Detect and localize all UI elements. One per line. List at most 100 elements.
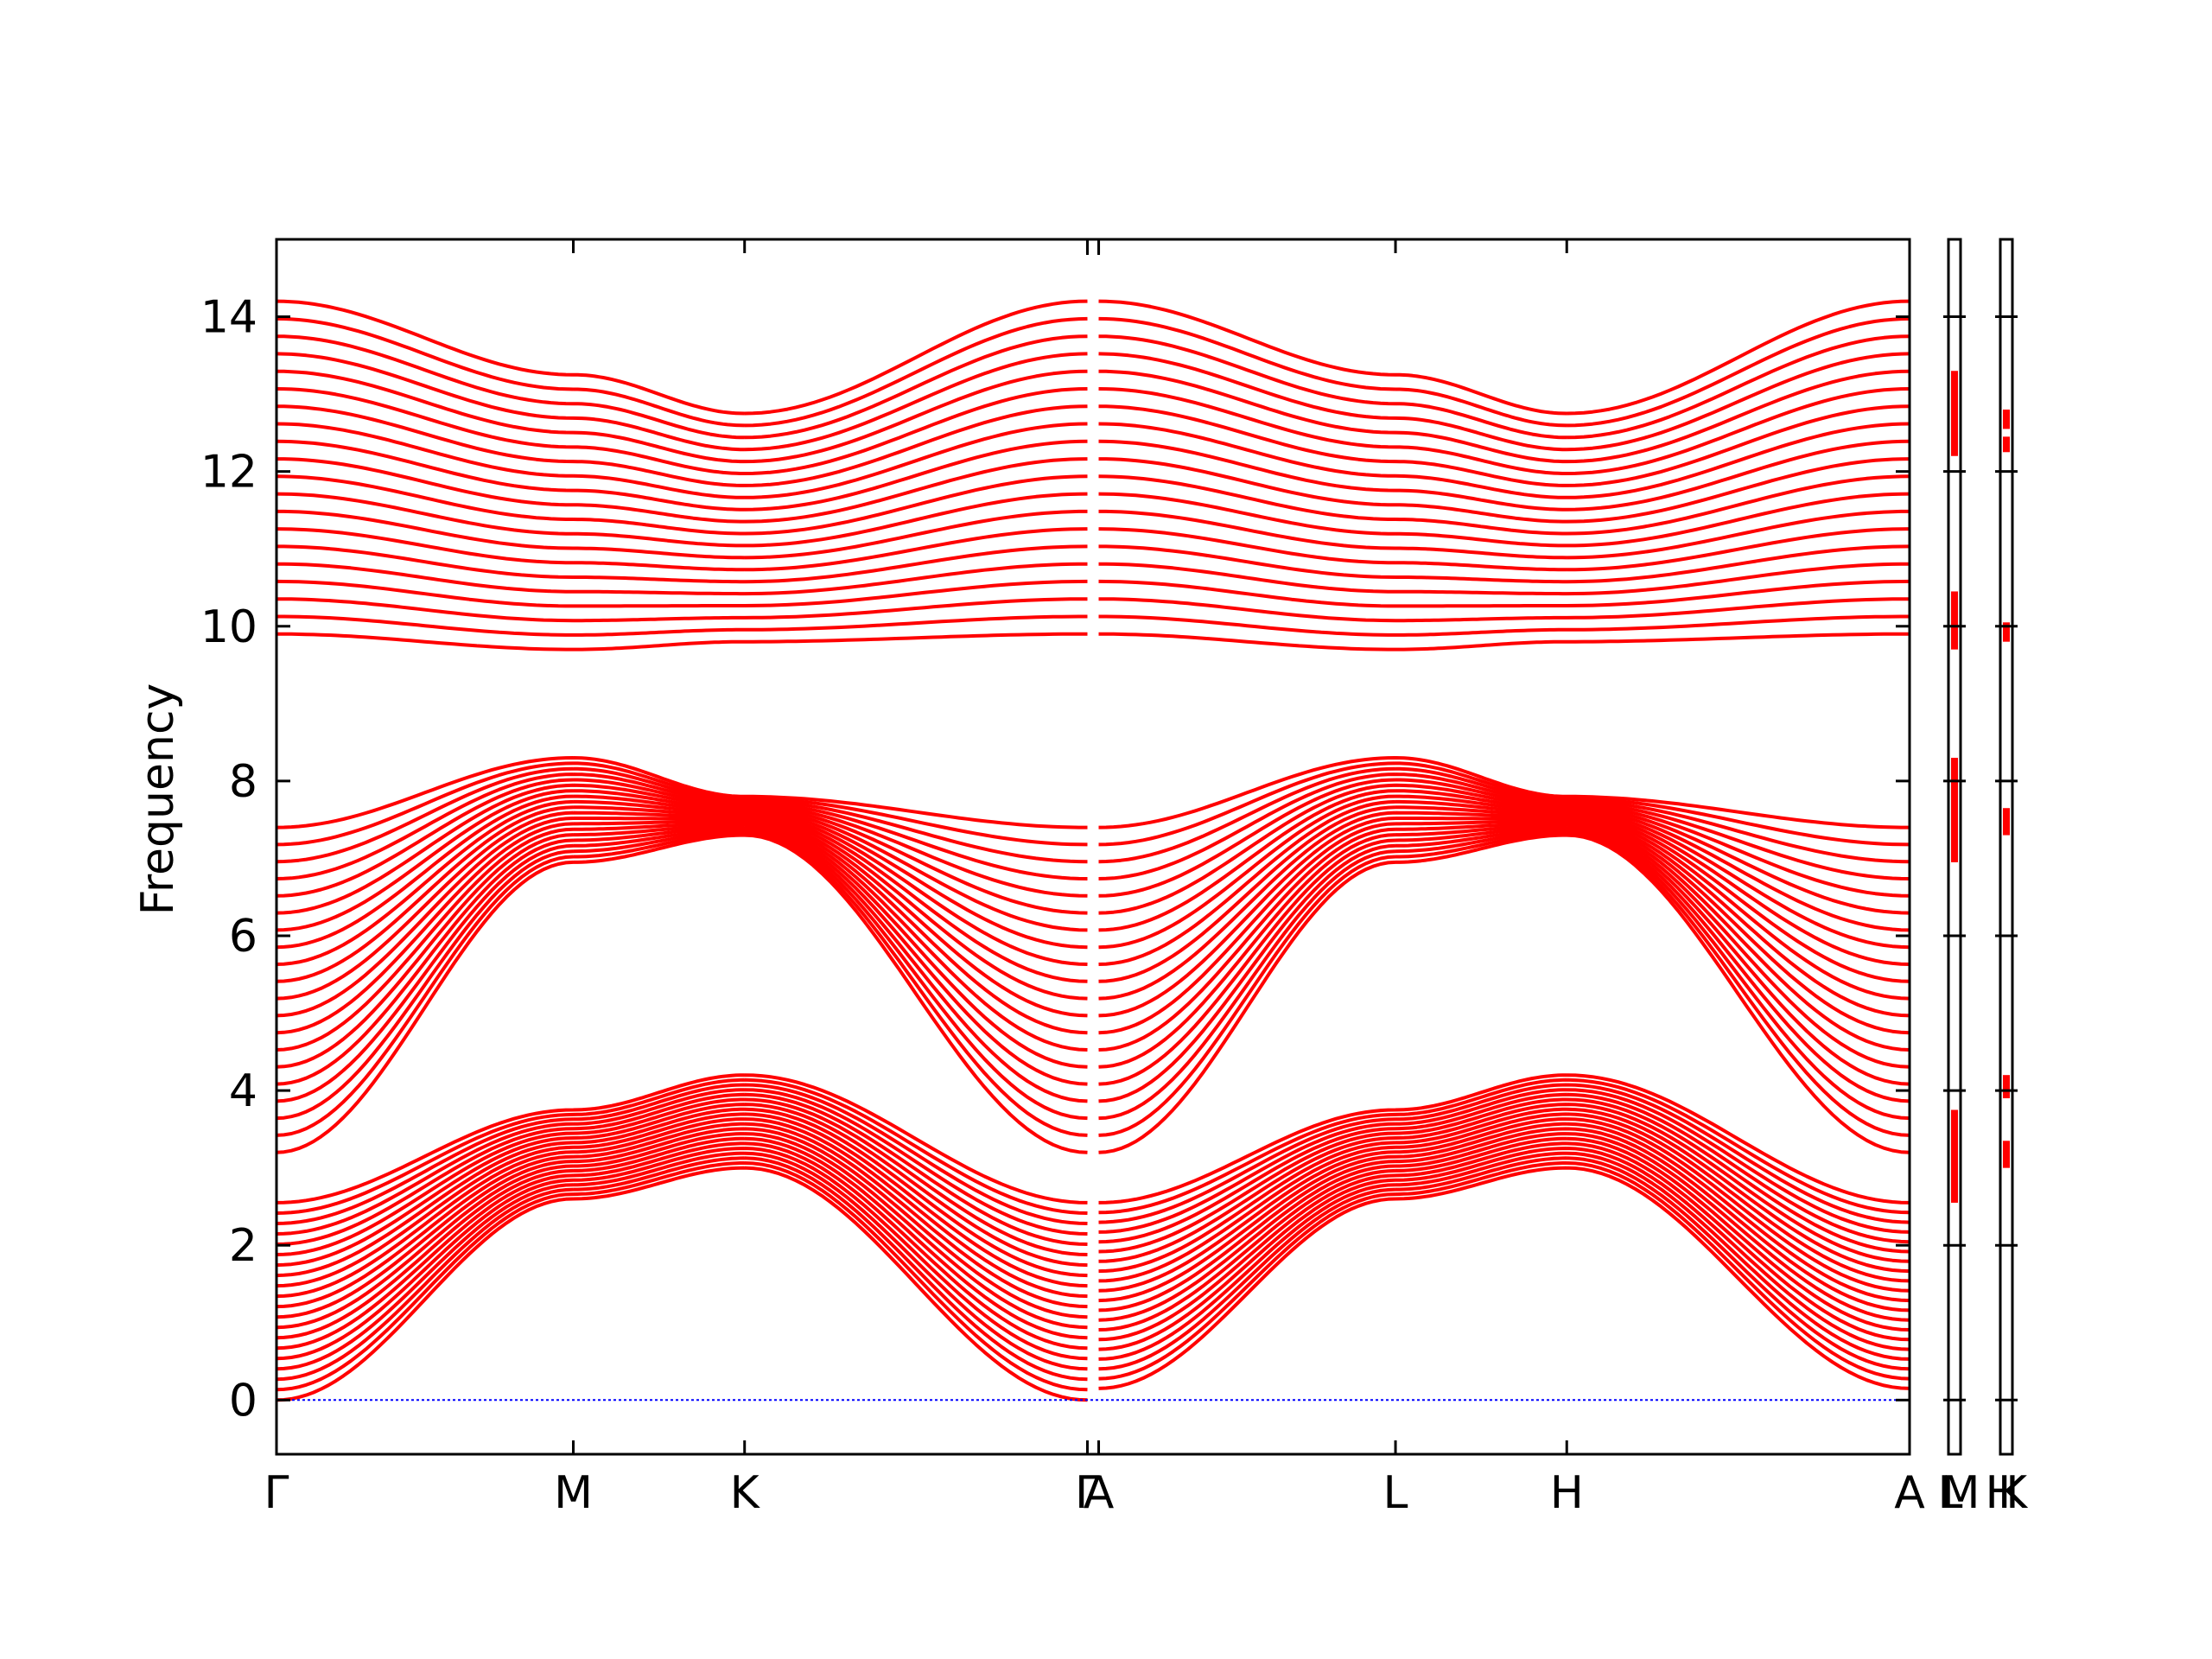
x-tick-label-1: M — [554, 1467, 593, 1519]
band-line-optical-upper-10 — [276, 457, 1910, 524]
band-line-optical-upper-6 — [276, 527, 1910, 572]
band-line-optical-mid-7 — [276, 819, 1910, 1035]
band-line-optical-mid-13 — [276, 789, 1910, 932]
side-lm-x-tick-label-0: L — [1938, 1467, 1963, 1519]
band-line-optical-upper-1 — [276, 614, 1910, 637]
band-line-optical-mid-19 — [276, 756, 1910, 830]
band-line-optical-upper-19 — [276, 299, 1910, 416]
band-line-optical-upper-16 — [276, 352, 1910, 452]
side-lm-band-mark-0 — [1951, 1109, 1958, 1203]
side-panel-hk-frame — [1999, 238, 2014, 1456]
x-tick-label-0: Γ — [264, 1467, 289, 1519]
band-line-optical-mid-17 — [276, 766, 1910, 864]
band-line-acoustic-low-7 — [276, 1132, 1910, 1330]
band-line-acoustic-low-1 — [276, 1161, 1910, 1392]
x-tick-label-4: A — [1084, 1467, 1115, 1519]
band-line-optical-upper-4 — [276, 562, 1910, 596]
y-axis-label: Frequency — [132, 683, 184, 916]
band-line-optical-upper-15 — [276, 369, 1910, 464]
band-line-optical-mid-5 — [276, 823, 1910, 1069]
band-line-acoustic-low-10 — [276, 1117, 1910, 1299]
band-line-acoustic-low-4 — [276, 1147, 1910, 1361]
band-line-acoustic-low-19 — [276, 1073, 1910, 1205]
band-line-optical-mid-1 — [276, 831, 1910, 1137]
x-tick-label-5: L — [1383, 1467, 1408, 1519]
side-lm-band-mark-2 — [1951, 591, 1958, 650]
side-hk-x-tick-label-1: K — [1998, 1467, 2029, 1519]
y-tick-label-2: 2 — [229, 1220, 257, 1272]
side-hk-band-mark-2 — [2003, 808, 2010, 836]
x-axis-ticks: Γ M K ΓA L H A — [264, 239, 1925, 1519]
band-line-acoustic-low-18 — [276, 1077, 1910, 1215]
band-line-optical-upper-11 — [276, 439, 1910, 512]
side-panel-lm-frame — [1947, 238, 1962, 1456]
y-tick-label-0: 0 — [229, 1375, 257, 1427]
band-line-acoustic-low-0 — [276, 1166, 1910, 1402]
y-tick-label-4: 4 — [229, 1065, 257, 1117]
x-tick-label-2: K — [730, 1467, 761, 1519]
side-panel-hk-marks — [2003, 410, 2010, 1168]
side-panel-lm-ticks: LM — [1938, 315, 1980, 1519]
band-line-acoustic-low-13 — [276, 1103, 1910, 1268]
band-line-optical-upper-7 — [276, 509, 1910, 560]
band-line-optical-upper-5 — [276, 544, 1910, 584]
band-line-acoustic-low-14 — [276, 1097, 1910, 1256]
band-line-acoustic-low-11 — [276, 1112, 1910, 1288]
band-line-acoustic-low-9 — [276, 1122, 1910, 1309]
band-line-optical-mid-0 — [276, 833, 1910, 1154]
band-line-acoustic-low-15 — [276, 1092, 1910, 1246]
band-line-optical-upper-9 — [276, 474, 1910, 536]
y-tick-label-8: 8 — [229, 756, 257, 808]
side-hk-band-mark-1 — [2003, 1075, 2010, 1099]
x-tick-label-7: A — [1894, 1467, 1925, 1519]
side-hk-band-mark-3 — [2003, 622, 2010, 642]
band-line-optical-mid-18 — [276, 761, 1910, 847]
band-line-acoustic-low-2 — [276, 1156, 1910, 1382]
y-tick-label-12: 12 — [200, 447, 257, 499]
band-line-optical-mid-16 — [276, 772, 1910, 880]
band-line-optical-mid-2 — [276, 829, 1910, 1121]
side-hk-band-mark-4 — [2003, 436, 2010, 453]
side-hk-x-tick-label-0: H — [1985, 1467, 2018, 1519]
side-lm-band-mark-3 — [1951, 371, 1958, 456]
band-line-optical-upper-17 — [276, 334, 1910, 440]
side-panel-lm-marks — [1951, 371, 1958, 1203]
band-line-optical-mid-8 — [276, 817, 1910, 1018]
band-line-optical-upper-0 — [276, 632, 1910, 652]
band-line-optical-mid-6 — [276, 821, 1910, 1052]
band-line-acoustic-low-12 — [276, 1107, 1910, 1278]
side-panel-lm: LM — [1938, 238, 1980, 1519]
x-tick-label-3: Γ — [1075, 1467, 1100, 1519]
side-hk-band-mark-0 — [2003, 1141, 2010, 1168]
side-panel-hk-ticks: HK — [1985, 315, 2029, 1519]
band-line-optical-upper-14 — [276, 387, 1910, 475]
band-line-optical-mid-9 — [276, 810, 1910, 1001]
band-line-acoustic-low-16 — [276, 1088, 1910, 1236]
band-line-optical-upper-8 — [276, 492, 1910, 548]
band-line-acoustic-low-5 — [276, 1141, 1910, 1351]
band-line-optical-upper-18 — [276, 316, 1910, 428]
band-line-optical-upper-2 — [276, 597, 1910, 623]
side-panel-hk: HK — [1985, 238, 2029, 1519]
band-line-acoustic-low-3 — [276, 1151, 1910, 1371]
y-axis-ticks: 0 2 4 6 8 10 12 14 — [200, 292, 1910, 1427]
band-line-acoustic-low-8 — [276, 1127, 1910, 1319]
y-tick-label-14: 14 — [200, 292, 257, 344]
band-line-optical-mid-3 — [276, 827, 1910, 1103]
y-tick-label-6: 6 — [229, 911, 257, 963]
band-line-optical-mid-14 — [276, 783, 1910, 915]
main-plot-frame — [275, 238, 1911, 1456]
band-line-optical-mid-10 — [276, 805, 1910, 983]
band-line-optical-mid-12 — [276, 794, 1910, 950]
band-line-optical-upper-12 — [276, 422, 1910, 499]
band-line-optical-mid-15 — [276, 778, 1910, 898]
x-tick-label-6: H — [1550, 1467, 1584, 1519]
side-lm-band-mark-1 — [1951, 758, 1958, 862]
side-hk-band-mark-5 — [2003, 410, 2010, 429]
bands-layer — [276, 299, 1910, 1402]
band-line-optical-mid-11 — [276, 799, 1910, 966]
band-line-acoustic-low-6 — [276, 1136, 1910, 1340]
